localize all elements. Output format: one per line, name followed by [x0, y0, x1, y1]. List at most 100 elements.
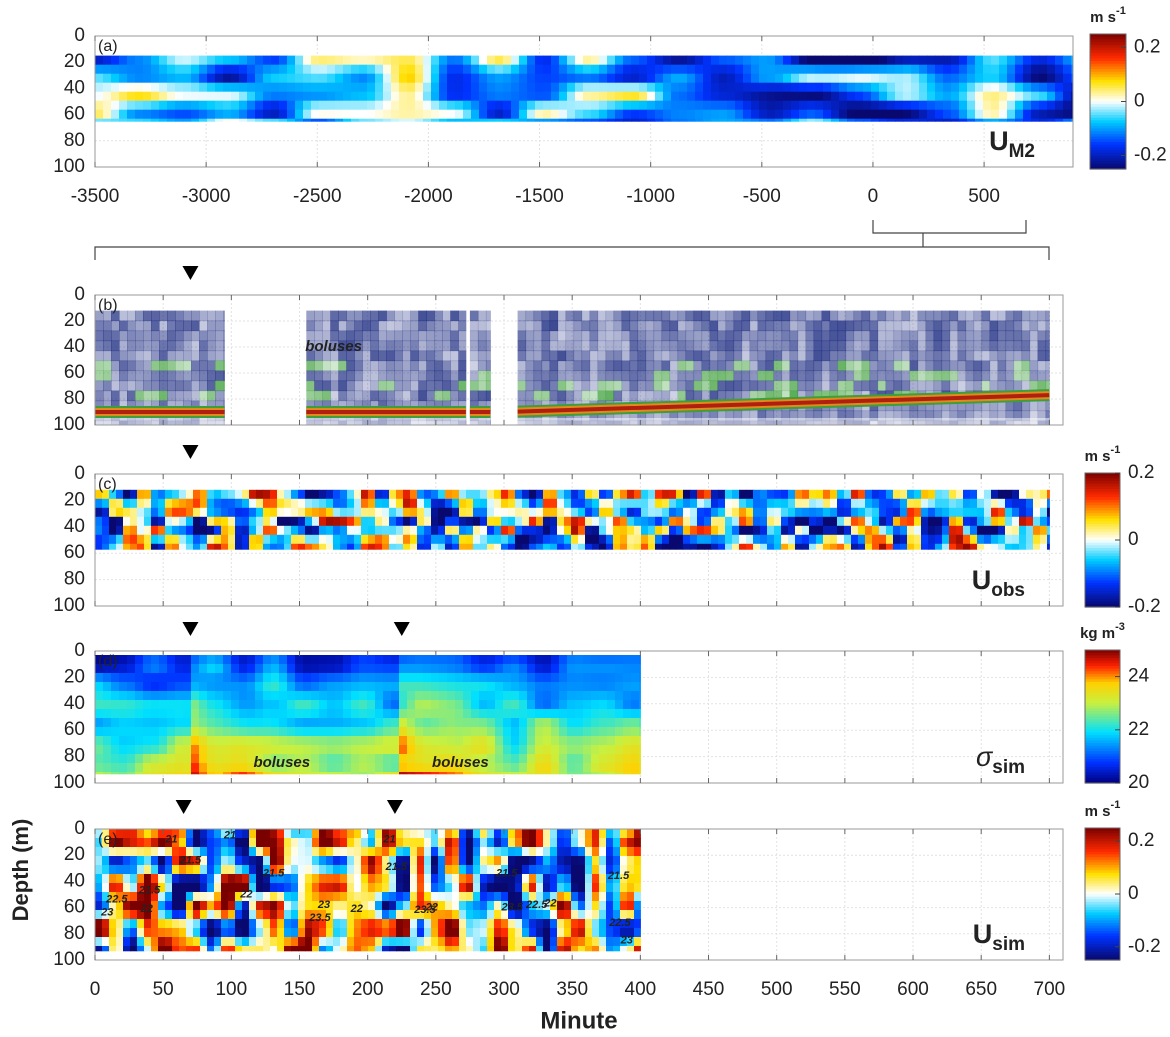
field-cell	[199, 55, 208, 66]
field-cell	[305, 525, 313, 536]
field-cell	[536, 525, 544, 536]
field-cell	[637, 360, 647, 372]
field-cell	[1033, 534, 1041, 545]
field-cell	[725, 543, 733, 550]
field-cell	[306, 370, 315, 382]
field-cell	[1005, 525, 1013, 536]
field-cell	[829, 410, 839, 422]
field-cell	[1012, 543, 1020, 550]
field-cell	[623, 118, 632, 122]
field-cell	[399, 718, 408, 728]
field-cell	[239, 700, 248, 710]
field-cell	[599, 727, 608, 737]
field-cell	[207, 919, 215, 929]
field-cell	[941, 410, 951, 422]
field-cell	[295, 91, 304, 102]
field-cell	[669, 507, 677, 518]
field-cell	[399, 727, 408, 737]
field-cell	[415, 673, 424, 683]
field-cell	[439, 772, 448, 775]
field-cell	[306, 350, 315, 362]
field-cell	[179, 829, 187, 839]
field-cell	[1023, 64, 1032, 75]
field-cell	[102, 856, 110, 866]
field-cell	[103, 340, 112, 352]
field-cell	[957, 380, 967, 392]
field-cell	[877, 380, 887, 392]
field-cell	[223, 55, 232, 66]
field-cell	[271, 691, 280, 701]
field-cell	[669, 489, 677, 500]
field-cell	[340, 498, 348, 509]
field-cell	[207, 507, 215, 518]
field-cell	[103, 400, 112, 412]
field-cell	[431, 655, 440, 665]
field-cell	[751, 64, 760, 75]
field-cell	[863, 100, 872, 111]
field-cell	[535, 727, 544, 737]
field-cell	[535, 55, 544, 66]
field-cell	[407, 673, 416, 683]
field-cell	[527, 709, 536, 719]
field-cell	[621, 370, 631, 382]
event-marker	[393, 622, 410, 636]
field-cell	[159, 91, 168, 102]
field-cell	[592, 525, 600, 536]
field-cell	[869, 410, 879, 422]
field-cell	[935, 507, 943, 518]
field-cell	[949, 507, 957, 518]
field-cell	[95, 901, 103, 911]
field-cell	[991, 534, 999, 545]
field-cell	[119, 691, 128, 701]
field-cell	[869, 370, 879, 382]
field-cell	[487, 534, 495, 545]
field-cell	[1023, 100, 1032, 111]
field-cell	[583, 754, 592, 764]
field-cell	[788, 534, 796, 545]
field-cell	[95, 64, 104, 75]
field-cell	[637, 320, 647, 332]
field-cell	[813, 320, 823, 332]
field-cell	[1037, 330, 1047, 342]
field-cell	[391, 118, 400, 122]
field-cell	[351, 109, 360, 120]
field-cell	[529, 498, 537, 509]
field-cell	[830, 516, 838, 527]
field-cell	[314, 390, 323, 402]
x-tick-label: 0	[868, 186, 879, 207]
field-cell	[998, 543, 1006, 550]
colorbar-slice	[1085, 777, 1120, 781]
field-cell	[718, 543, 726, 550]
field-cell	[382, 507, 390, 518]
field-cell	[527, 754, 536, 764]
field-cell	[543, 118, 552, 122]
field-cell	[447, 682, 456, 692]
field-cell	[135, 772, 144, 775]
field-cell	[311, 700, 320, 710]
field-cell	[287, 55, 296, 66]
field-cell	[214, 498, 222, 509]
field-cell	[415, 55, 424, 66]
field-cell	[354, 310, 363, 322]
colorbar-slice	[1085, 716, 1120, 720]
field-cell	[645, 310, 655, 322]
field-cell	[335, 100, 344, 111]
field-cell	[351, 82, 360, 93]
field-cell	[487, 507, 495, 518]
field-cell	[151, 838, 159, 848]
field-cell	[378, 370, 387, 382]
field-cell	[279, 772, 288, 775]
field-cell	[887, 55, 896, 66]
field-cell	[256, 543, 264, 550]
field-cell	[277, 489, 285, 500]
field-cell	[322, 310, 331, 322]
field-cell	[998, 516, 1006, 527]
field-cell	[284, 525, 292, 536]
field-cell	[480, 525, 488, 536]
field-cell	[704, 525, 712, 536]
field-cell	[1047, 91, 1056, 102]
field-cell	[311, 73, 320, 84]
field-cell	[753, 534, 761, 545]
field-cell	[781, 390, 791, 402]
